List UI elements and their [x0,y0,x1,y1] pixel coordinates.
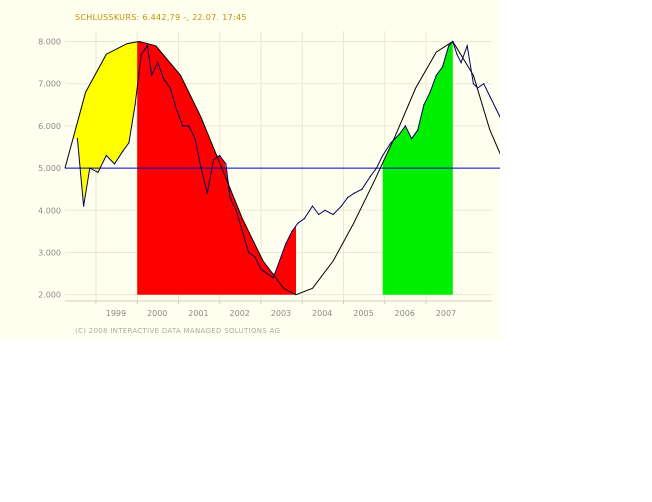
axes: 2.000 3.000 4.000 5.000 6.000 7.000 8.000 1999 2… [38,38,492,318]
price-point [151,74,153,76]
price-point [291,230,293,232]
price-point [441,66,444,68]
price-point [435,74,437,76]
price-point [194,138,196,140]
x-tick-label: 2005 [353,309,373,318]
price-point [169,87,171,89]
chart-lines [64,40,500,296]
price-point [235,209,237,211]
price-point [182,125,184,127]
y-tick-label: 6.000 [38,122,61,131]
price-point [97,171,99,173]
price-point [369,175,371,178]
price-point [122,150,124,152]
price-point [311,205,314,207]
x-tick-label: 2006 [395,309,415,318]
price-point [466,45,468,47]
chart-canvas: 2.000 3.000 4.000 5.000 6.000 7.000 8.000 1999 2… [38,31,500,318]
price-point [303,218,305,220]
price-point [361,188,363,190]
x-tick-label: 2002 [230,309,250,318]
price-point [456,53,458,55]
price-point [128,142,130,144]
price-point [404,125,406,127]
price-point [134,104,136,106]
price-point [495,108,497,110]
price-point [483,83,485,85]
price-point [477,87,479,89]
price-point [375,167,378,169]
price-point [248,251,250,254]
band-rising-2 [296,163,383,295]
price-point [460,62,462,64]
y-tick-label: 3.000 [38,248,61,257]
price-point [285,243,287,245]
price-point [266,273,268,275]
price-point [200,167,202,169]
price-point [157,62,159,64]
price-point [146,45,149,47]
y-tick-label: 4.000 [38,206,61,215]
price-point [206,192,208,194]
price-point [83,205,85,207]
price-point [272,277,274,279]
wave-line [64,40,500,296]
chart-panel: SCHLUSSKURS: 6.442,79 -, 22.07. 17:45 2.… [0,0,500,340]
price-point [113,163,116,165]
price-point [163,78,165,81]
price-point [347,197,349,199]
price-point [423,104,425,106]
x-tick-label: 2004 [312,309,332,318]
price-line [76,40,500,279]
price-point [297,222,299,224]
y-tick-label: 2.000 [38,291,61,300]
price-point [340,205,342,207]
price-point [448,45,450,47]
price-point [489,95,491,97]
price-point [429,91,431,93]
x-tick-label: 2001 [188,309,208,318]
price-point [417,129,419,131]
price-point [390,142,392,144]
price-point [398,133,400,135]
price-point [452,40,454,43]
price-point [76,138,78,140]
price-point [241,230,243,232]
price-point [225,163,227,165]
y-tick-label: 5.000 [38,164,61,173]
x-tick-label: 2000 [147,309,167,318]
price-point [254,256,256,258]
x-tick-label: 2003 [271,309,291,318]
price-point [219,154,221,157]
price-point [472,83,474,85]
y-tick-label: 8.000 [38,38,61,47]
price-point [89,167,91,169]
y-tick-label: 7.000 [38,80,61,89]
price-point [278,260,281,262]
price-point [411,138,413,140]
price-point [140,53,142,55]
price-point [105,154,107,157]
price-point [353,192,355,194]
price-point [212,159,215,161]
copyright-notice: (C) 2008 INTERACTIVE DATA MANAGED SOLUTI… [75,327,281,335]
x-tick-label: 1999 [106,309,126,318]
price-point [175,108,177,110]
price-point [188,125,190,127]
price-point [382,154,384,157]
price-point [229,197,231,199]
price-point [260,268,262,270]
chart-title: SCHLUSSKURS: 6.442,79 -, 22.07. 17:45 [75,13,247,22]
price-point [332,213,334,216]
price-point [324,209,326,211]
x-tick-label: 2007 [436,309,456,318]
price-point [318,213,320,216]
band-rising-1 [65,41,138,202]
